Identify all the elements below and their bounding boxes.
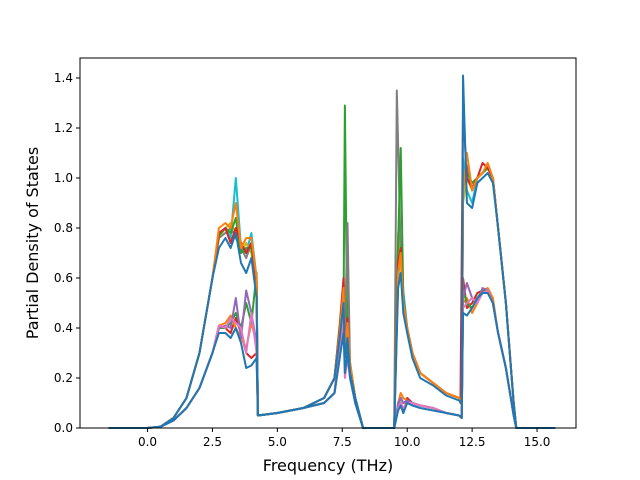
x-tick-label: 2.5 <box>203 435 222 449</box>
series-line-12 <box>108 292 556 429</box>
y-tick-label: 0.0 <box>54 421 73 435</box>
y-tick-label: 0.6 <box>54 271 73 285</box>
x-axis-label: Frequency (THz) <box>263 456 393 475</box>
y-tick-label: 0.4 <box>54 321 73 335</box>
x-axis-ticks: 0.0 2.5 5.0 7.5 10.0 12.5 15.0 <box>138 428 550 449</box>
plot-area <box>80 58 576 428</box>
x-tick-label: 7.5 <box>333 435 352 449</box>
x-tick-label: 15.0 <box>524 435 551 449</box>
y-tick-label: 0.2 <box>54 371 73 385</box>
y-tick-label: 0.8 <box>54 221 73 235</box>
series-line-13 <box>108 74 556 429</box>
x-tick-label: 10.0 <box>394 435 421 449</box>
series-layer <box>108 74 556 429</box>
y-axis-ticks: 0.0 0.2 0.4 0.6 0.8 1.0 1.2 1.4 <box>54 71 80 435</box>
y-tick-label: 1.4 <box>54 71 73 85</box>
x-tick-label: 0.0 <box>138 435 157 449</box>
series-line-11 <box>108 152 556 429</box>
y-tick-label: 1.0 <box>54 171 73 185</box>
axes-frame <box>79 57 577 429</box>
y-axis-label: Partial Density of States <box>23 147 42 339</box>
y-tick-label: 1.2 <box>54 121 73 135</box>
x-tick-label: 12.5 <box>459 435 486 449</box>
x-tick-label: 5.0 <box>268 435 287 449</box>
